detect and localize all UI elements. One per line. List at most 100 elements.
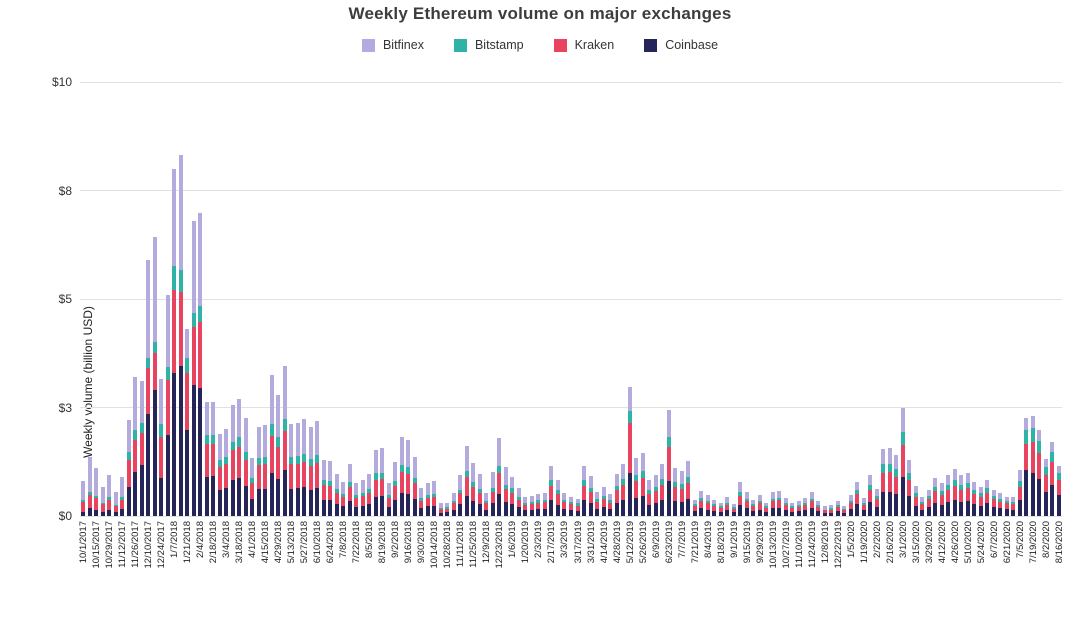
bar-segment-bitfinex[interactable] [503, 467, 508, 485]
bar-segment-coinbase[interactable] [334, 503, 339, 516]
bar-segment-coinbase[interactable] [159, 478, 164, 516]
bar-1-27-2019[interactable] [529, 496, 534, 516]
bar-10-13-2019[interactable] [770, 491, 775, 516]
bar-segment-kraken[interactable] [269, 435, 274, 473]
bar-4-19-2020[interactable] [946, 475, 951, 516]
bar-segment-bitfinex[interactable] [900, 408, 905, 433]
bar-6-9-2019[interactable] [653, 475, 658, 516]
bar-segment-coinbase[interactable] [608, 509, 613, 516]
bar-segment-bitstamp[interactable] [419, 498, 424, 501]
bar-segment-coinbase[interactable] [198, 388, 203, 516]
bar-12-1-2019[interactable] [816, 500, 821, 516]
bar-segment-bitstamp[interactable] [256, 457, 261, 466]
bar-segment-bitstamp[interactable] [516, 496, 521, 500]
bar-segment-bitstamp[interactable] [315, 454, 320, 463]
bar-segment-bitstamp[interactable] [1024, 429, 1029, 444]
bar-segment-kraken[interactable] [425, 497, 430, 507]
bar-segment-bitfinex[interactable] [341, 481, 346, 494]
bar-segment-kraken[interactable] [718, 507, 723, 512]
bar-segment-bitstamp[interactable] [647, 490, 652, 495]
bar-segment-coinbase[interactable] [315, 487, 320, 516]
bar-segment-bitstamp[interactable] [542, 499, 547, 503]
bar-1-14-2018[interactable] [178, 154, 183, 516]
bar-segment-bitstamp[interactable] [503, 484, 508, 490]
bar-segment-coinbase[interactable] [842, 512, 847, 516]
bar-segment-bitstamp[interactable] [1056, 473, 1061, 480]
bar-segment-kraken[interactable] [321, 484, 326, 500]
bar-segment-bitstamp[interactable] [198, 306, 203, 322]
bar-2-23-2020[interactable] [894, 454, 899, 516]
bar-segment-bitfinex[interactable] [829, 505, 834, 509]
bar-segment-kraken[interactable] [1004, 503, 1009, 510]
bar-segment-kraken[interactable] [386, 498, 391, 507]
bar-segment-bitfinex[interactable] [484, 492, 489, 502]
bar-6-2-2019[interactable] [647, 479, 652, 516]
bar-3-25-2018[interactable] [243, 418, 248, 516]
bar-segment-bitfinex[interactable] [621, 463, 626, 480]
bar-segment-bitfinex[interactable] [458, 475, 463, 490]
bar-segment-coinbase[interactable] [998, 508, 1003, 516]
bar-segment-kraken[interactable] [419, 500, 424, 509]
bar-5-10-2020[interactable] [965, 473, 970, 516]
bar-segment-coinbase[interactable] [224, 488, 229, 516]
bar-segment-bitfinex[interactable] [165, 295, 170, 367]
bar-segment-kraken[interactable] [373, 479, 378, 497]
bar-segment-bitstamp[interactable] [679, 483, 684, 489]
bar-segment-bitstamp[interactable] [868, 484, 873, 490]
bar-segment-bitstamp[interactable] [250, 478, 255, 484]
bar-segment-kraken[interactable] [1056, 479, 1061, 496]
bar-segment-kraken[interactable] [575, 505, 580, 511]
bar-segment-bitfinex[interactable] [159, 379, 164, 425]
bar-9-1-2019[interactable] [731, 503, 736, 516]
bar-segment-kraken[interactable] [81, 502, 86, 512]
bar-segment-bitstamp[interactable] [757, 501, 762, 504]
bar-segment-kraken[interactable] [933, 491, 938, 503]
bar-segment-bitfinex[interactable] [920, 497, 925, 502]
bar-segment-coinbase[interactable] [640, 496, 645, 516]
bar-segment-bitstamp[interactable] [952, 480, 957, 486]
bar-segment-kraken[interactable] [621, 484, 626, 500]
bar-segment-bitstamp[interactable] [673, 482, 678, 488]
bar-segment-bitstamp[interactable] [276, 437, 281, 448]
bar-segment-bitstamp[interactable] [347, 482, 352, 487]
bar-12-9-2018[interactable] [484, 492, 489, 516]
bar-segment-kraken[interactable] [484, 503, 489, 510]
bar-segment-coinbase[interactable] [848, 509, 853, 516]
bar-segment-bitfinex[interactable] [133, 377, 138, 431]
bar-segment-kraken[interactable] [868, 489, 873, 502]
bar-segment-kraken[interactable] [900, 445, 905, 477]
bar-segment-bitstamp[interactable] [471, 481, 476, 487]
bar-11-25-2018[interactable] [471, 462, 476, 516]
bar-3-24-2019[interactable] [582, 466, 586, 516]
bar-12-10-2017[interactable] [146, 259, 151, 516]
bar-segment-bitfinex[interactable] [315, 420, 320, 455]
bar-segment-bitstamp[interactable] [582, 480, 586, 487]
bar-10-14-2018[interactable] [432, 480, 437, 516]
bar-segment-kraken[interactable] [809, 501, 814, 509]
bar-segment-bitfinex[interactable] [660, 463, 665, 480]
bar-7-22-2018[interactable] [354, 483, 359, 516]
bar-segment-bitfinex[interactable] [211, 401, 216, 435]
bar-segment-coinbase[interactable] [1056, 495, 1061, 516]
bar-9-8-2019[interactable] [738, 482, 743, 516]
bar-segment-bitfinex[interactable] [601, 487, 606, 496]
bar-segment-coinbase[interactable] [237, 477, 242, 516]
bar-9-2-2018[interactable] [393, 461, 398, 516]
bar-3-31-2019[interactable] [588, 476, 593, 516]
bar-segment-bitfinex[interactable] [302, 419, 307, 454]
bar-segment-kraken[interactable] [686, 483, 691, 499]
bar-segment-coinbase[interactable] [653, 502, 658, 516]
bar-segment-kraken[interactable] [1011, 503, 1016, 510]
bar-segment-bitfinex[interactable] [172, 169, 177, 267]
bar-segment-bitstamp[interactable] [328, 480, 333, 486]
bar-segment-bitfinex[interactable] [204, 402, 209, 435]
bar-segment-kraken[interactable] [399, 472, 404, 493]
bar-segment-bitstamp[interactable] [120, 497, 125, 500]
bar-segment-kraken[interactable] [549, 486, 554, 501]
bar-segment-bitstamp[interactable] [211, 434, 216, 445]
bar-segment-kraken[interactable] [712, 506, 717, 511]
bar-segment-bitstamp[interactable] [634, 474, 639, 482]
bar-segment-bitfinex[interactable] [855, 482, 860, 491]
bar-11-11-2018[interactable] [458, 475, 463, 516]
bar-segment-coinbase[interactable] [471, 500, 476, 516]
